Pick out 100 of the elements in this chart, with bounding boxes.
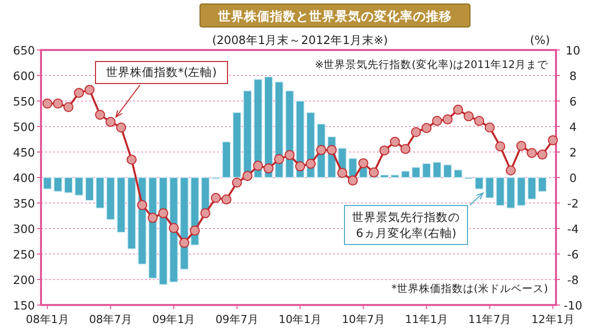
point <box>516 140 526 151</box>
y2-tick-label: -6 <box>567 248 579 262</box>
x-tick-label: 12年1月 <box>531 313 574 326</box>
bar <box>201 177 210 212</box>
bar <box>538 177 547 192</box>
x-tick-label: 08年1月 <box>26 313 69 326</box>
x-tick-label: 08年7月 <box>89 313 132 326</box>
point <box>95 110 106 120</box>
series-label: 世界株価指数*(左軸) <box>95 61 228 84</box>
point <box>106 116 116 127</box>
point <box>410 127 421 138</box>
y-tick-label: 200 <box>13 273 35 287</box>
point <box>200 208 210 218</box>
point <box>442 114 453 124</box>
point <box>221 194 232 204</box>
bar <box>516 177 526 206</box>
point <box>316 144 326 155</box>
point <box>432 116 442 126</box>
point <box>422 123 432 134</box>
bar <box>454 169 462 178</box>
point <box>210 192 221 203</box>
point <box>390 136 400 147</box>
y-tick-label: 600 <box>13 69 35 83</box>
point <box>337 168 348 178</box>
point <box>179 238 190 248</box>
y-tick-label: 400 <box>13 171 35 185</box>
point <box>400 144 410 154</box>
y2-tick-label: 4 <box>569 120 577 134</box>
point <box>295 161 306 172</box>
y-tick-label: 250 <box>13 248 35 262</box>
y-tick-label: 300 <box>13 222 35 236</box>
bar <box>43 177 52 190</box>
point <box>284 150 295 160</box>
y-tick-label: 450 <box>13 146 35 160</box>
annotation: *世界株価指数は(米ドルベース) <box>392 282 548 295</box>
y2-tick-label: 8 <box>569 69 577 83</box>
y2-tick-label: 2 <box>569 146 577 160</box>
point <box>52 98 63 109</box>
point <box>548 135 558 146</box>
point <box>148 212 158 223</box>
point <box>242 170 252 181</box>
chart-title: 世界株価指数と世界景気の変化率の推移 <box>217 8 452 24</box>
point <box>526 148 537 158</box>
y2-tick-label: -2 <box>567 196 579 210</box>
x-tick-label: 09年1月 <box>152 313 196 326</box>
x-tick-label: 11年1月 <box>405 313 448 326</box>
annotation: ※世界景気先行指数(変化率)は2011年12月まで <box>314 58 549 71</box>
point <box>464 111 474 122</box>
point <box>348 176 358 186</box>
point <box>326 144 337 155</box>
point <box>264 163 274 174</box>
point <box>453 104 464 115</box>
bar <box>496 177 505 206</box>
x-tick-label: 10年1月 <box>278 313 322 326</box>
bar <box>474 177 484 190</box>
point <box>474 116 484 126</box>
bar <box>158 177 168 285</box>
point <box>495 141 506 152</box>
y-tick-label: 150 <box>13 298 35 312</box>
point <box>168 222 179 233</box>
y2-tick-label: -4 <box>567 222 579 236</box>
bar <box>506 177 516 208</box>
point <box>484 122 495 133</box>
bar <box>527 177 536 200</box>
y2-tick-label: 6 <box>569 94 577 108</box>
x-tick-label: 09年7月 <box>215 313 258 326</box>
point <box>537 150 548 160</box>
text: 世界景気先行指数の6ヵ月変化率(右軸) <box>344 205 468 245</box>
bar <box>380 174 389 178</box>
y-tick-label: 350 <box>13 196 35 210</box>
point <box>358 158 368 168</box>
point <box>126 154 137 165</box>
point <box>84 84 95 95</box>
point <box>190 226 200 236</box>
y-tick-label: 500 <box>13 120 35 134</box>
bar <box>485 177 494 198</box>
point <box>274 154 284 164</box>
point <box>253 160 264 171</box>
point <box>506 165 516 176</box>
chart-subtitle: (2008年1月末～2012年1月末※) <box>212 33 388 47</box>
point <box>158 208 168 218</box>
point <box>379 145 390 156</box>
y2-tick-label: -8 <box>567 273 579 287</box>
point <box>232 178 242 188</box>
point <box>42 98 52 109</box>
y2-tick-label: 10 <box>566 44 580 58</box>
y2-tick-label: 0 <box>569 171 577 185</box>
y-tick-label: 650 <box>13 44 35 58</box>
point <box>306 158 316 169</box>
x-tick-label: 10年7月 <box>342 313 385 326</box>
point <box>63 102 74 112</box>
point <box>137 200 148 210</box>
point <box>74 88 84 98</box>
bar <box>116 177 126 233</box>
point <box>116 122 126 133</box>
y-tick-label: 550 <box>13 94 35 108</box>
y2-tick-label: -10 <box>564 298 582 312</box>
x-tick-label: 11年7月 <box>468 313 512 326</box>
y2-axis-title: (%) <box>530 33 550 47</box>
bar <box>127 177 136 250</box>
